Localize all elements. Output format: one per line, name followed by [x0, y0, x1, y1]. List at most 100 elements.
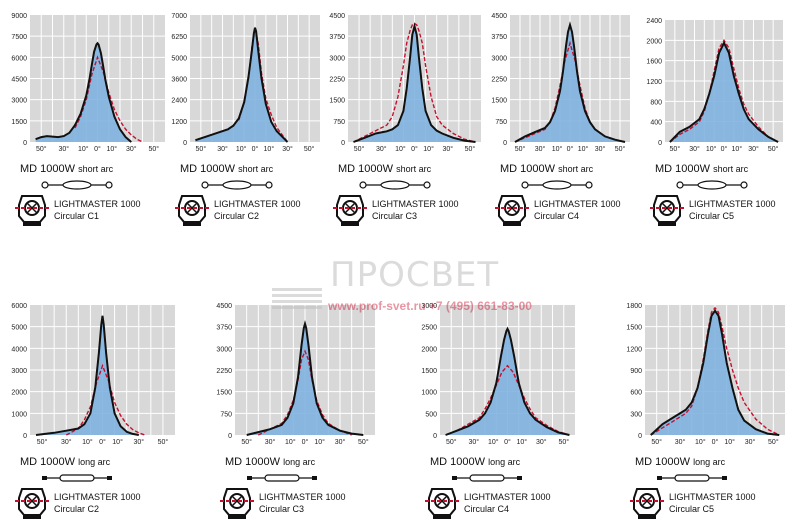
y-tick-label: 9000: [11, 13, 27, 20]
series-fill-area: [650, 310, 780, 435]
fixture-cross: [506, 202, 518, 214]
lamp-cap: [42, 476, 47, 480]
x-tick-label: 30°: [468, 438, 479, 446]
lamp-cap: [740, 181, 748, 189]
x-tick-label: 50°: [651, 438, 662, 446]
x-tick-label: 0°: [252, 145, 259, 153]
watermark: ПРОСВЕТ www.prof-svet.ru +7 (495) 661-83-…: [272, 255, 532, 313]
lightmaster-fixture-icon: [650, 195, 684, 226]
y-tick-label: 0: [228, 433, 232, 440]
y-tick-label: 400: [650, 120, 662, 127]
reflector-name: Circular C4: [534, 211, 579, 221]
lamp-cap: [105, 181, 113, 189]
y-tick-label: 0: [503, 140, 507, 147]
arc-label: short arc: [713, 164, 749, 174]
x-tick-label: 30°: [126, 145, 137, 153]
y-tick-label: 7000: [171, 13, 187, 20]
x-tick-label: 10°: [423, 145, 434, 153]
x-tick-label: 50°: [354, 145, 365, 153]
fixture-cross: [641, 495, 653, 507]
x-tick-label: 0°: [99, 438, 106, 446]
x-tick-label: 50°: [304, 145, 315, 153]
y-tick-label: 5000: [171, 55, 187, 62]
x-tick-label: 30°: [61, 438, 72, 446]
model-label: MD 1000W: [20, 163, 78, 175]
x-tick-label: 0°: [567, 145, 574, 153]
y-tick-label: 300: [630, 411, 642, 418]
y-tick-label: 7500: [11, 34, 27, 41]
lamp-cap: [517, 476, 522, 480]
series-solid-line: [445, 326, 570, 436]
fixture-base: [23, 515, 41, 519]
x-tick-label: 50°: [558, 438, 569, 446]
fixture-name: LIGHTMASTER 1000: [464, 492, 551, 502]
lamp-cap: [722, 476, 727, 480]
series-dashed-line: [445, 364, 570, 436]
y-tick-label: 3600: [171, 77, 187, 84]
reflector-name: Circular C2: [54, 504, 99, 514]
watermark-logo-stripe: [272, 306, 322, 309]
short-arc-lamp-icon: [201, 180, 273, 190]
y-tick-label: 3000: [329, 55, 345, 62]
y-tick-label: 4500: [216, 303, 232, 310]
x-tick-label: 10°: [395, 145, 406, 153]
lamp-tube: [264, 474, 300, 482]
chart-panel-4: 0 750 1500 2250 3000 3750 4500 50° 30° 10° 0° 10° 30…: [491, 13, 630, 226]
y-tick-label: 1500: [329, 98, 345, 105]
series-fill-area: [195, 27, 288, 143]
y-tick-label: 6000: [11, 303, 27, 310]
y-tick-label: 1000: [11, 411, 27, 418]
short-arc-lamp-icon: [41, 180, 113, 190]
y-tick-label: 6250: [171, 34, 187, 41]
arc-label: long arc: [488, 457, 521, 467]
x-tick-label: 30°: [376, 145, 387, 153]
short-arc-lamp-icon: [359, 180, 431, 190]
y-tick-label: 4500: [491, 13, 507, 20]
reflector-name: Circular C1: [54, 211, 99, 221]
watermark-logo-stripe: [272, 294, 322, 297]
lamp-cap: [265, 181, 273, 189]
series-fill-area: [515, 24, 625, 142]
lightmaster-fixture-icon: [425, 488, 459, 519]
y-tick-label: 800: [650, 99, 662, 106]
y-tick-label: 0: [638, 433, 642, 440]
y-tick-label: 1500: [216, 390, 232, 397]
y-tick-label: 1200: [171, 119, 187, 126]
y-tick-label: 750: [220, 411, 232, 418]
chart-panel-8: 0 500 1000 1500 2000 2500 3000 50° 30° 10° 0° 10° 30…: [421, 303, 575, 519]
panel-title: MD 1000W short arc: [338, 163, 432, 175]
y-tick-label: 1500: [626, 325, 642, 332]
x-tick-label: 10°: [112, 438, 123, 446]
x-tick-label: 0°: [712, 438, 719, 446]
chart-panel-6: 0 1000 2000 3000 4000 5000 6000 50° 30° 10° 0° 10° 3…: [11, 303, 175, 519]
y-tick-label: 600: [630, 390, 642, 397]
series-solid-line: [35, 315, 139, 436]
panel-title: MD 1000W long arc: [20, 456, 111, 468]
short-arc-lamp-icon: [676, 180, 748, 190]
model-label: MD 1000W: [20, 456, 78, 468]
x-tick-label: 0°: [94, 145, 101, 153]
lightmaster-fixture-icon: [333, 195, 367, 226]
y-tick-label: 2400: [646, 18, 662, 25]
fixture-base: [638, 515, 656, 519]
lightmaster-fixture-icon: [175, 195, 209, 226]
x-tick-label: 50°: [358, 438, 369, 446]
y-tick-label: 900: [630, 368, 642, 375]
series-dashed-line: [257, 349, 352, 436]
y-tick-label: 6000: [11, 55, 27, 62]
reflector-name: Circular C4: [464, 504, 509, 514]
lamp-cap: [359, 181, 367, 189]
arc-label: short arc: [78, 164, 114, 174]
lamp-cap: [585, 181, 593, 189]
x-tick-label: 10°: [516, 438, 527, 446]
y-tick-label: 500: [425, 411, 437, 418]
watermark-brand: ПРОСВЕТ: [330, 255, 499, 295]
lightmaster-fixture-icon: [495, 195, 529, 226]
watermark-logo-stripe: [272, 288, 322, 291]
chart-panel-3: 0 750 1500 2250 3000 3750 4500 50° 30° 10° 0° 10° 30…: [329, 13, 481, 226]
x-tick-label: 10°: [724, 438, 735, 446]
x-tick-label: 50°: [37, 438, 48, 446]
long-arc-lamp-icon: [657, 474, 727, 482]
reflector-name: Circular C5: [669, 504, 714, 514]
